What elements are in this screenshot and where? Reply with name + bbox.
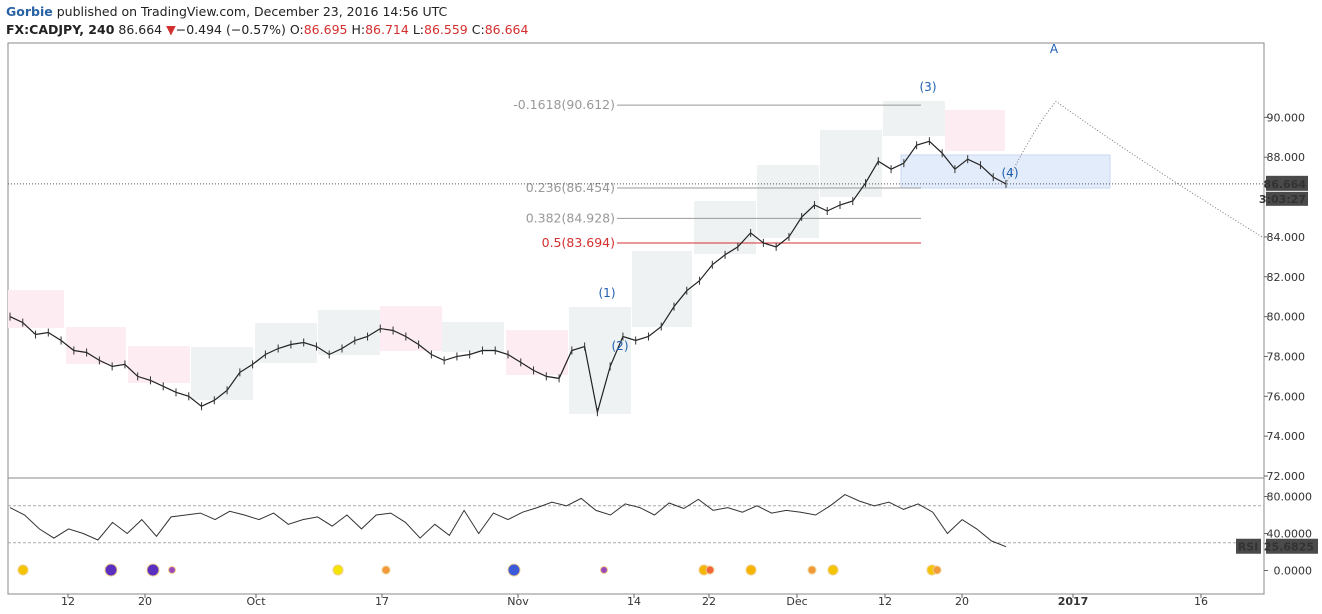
y-tick-label: 90.000 bbox=[1267, 111, 1306, 124]
high-label: H: bbox=[351, 22, 366, 37]
rsi-tick-label: 40.0000 bbox=[1267, 528, 1313, 541]
consolidation-box-7 bbox=[442, 322, 504, 352]
x-tick-label: 17 bbox=[375, 595, 389, 608]
publish-header: Gorbie published on TradingView.com, Dec… bbox=[6, 3, 447, 20]
close-label: C: bbox=[471, 22, 485, 37]
consolidation-box-5 bbox=[318, 310, 380, 355]
rsi-value-tag bbox=[1266, 538, 1318, 554]
down-arrow-icon: ▼ bbox=[166, 22, 176, 37]
low-value: 86.559 bbox=[424, 22, 468, 37]
last-price-tag bbox=[1266, 175, 1308, 191]
event-dot-7 bbox=[600, 566, 608, 574]
symbol-label: FX:CADJPY, 240 bbox=[6, 22, 115, 37]
rsi-tick-label: 80.0000 bbox=[1267, 491, 1313, 504]
consolidation-box-14 bbox=[883, 101, 945, 136]
event-dot-3 bbox=[168, 566, 176, 574]
event-dot-1 bbox=[104, 563, 118, 577]
rsi-line bbox=[9, 494, 1007, 548]
published-text: published on TradingView.com, December 2… bbox=[56, 4, 448, 19]
x-tick-label: 16 bbox=[1194, 595, 1208, 608]
x-tick-label: 20 bbox=[955, 595, 969, 608]
x-tick-label: 22 bbox=[702, 595, 716, 608]
x-tick-label: 12 bbox=[61, 595, 75, 608]
event-dot-10 bbox=[745, 564, 757, 576]
consolidation-box-0 bbox=[8, 290, 64, 328]
consolidation-box-12 bbox=[757, 165, 819, 238]
ohlc-legend: FX:CADJPY, 240 86.664 ▼−0.494 (−0.57%) O… bbox=[6, 21, 528, 38]
event-dot-2 bbox=[146, 563, 160, 577]
last-price: 86.664 bbox=[118, 22, 163, 37]
y-tick-label: 88.000 bbox=[1267, 151, 1306, 164]
x-tick-label: 20 bbox=[138, 595, 152, 608]
open-label: O: bbox=[289, 22, 304, 37]
y-tick-label: 72.000 bbox=[1267, 470, 1306, 483]
y-tick-label: 80.000 bbox=[1267, 311, 1306, 324]
wave-label-2: (3) bbox=[920, 80, 937, 94]
fib-level-label-1: 0.236(86.454) bbox=[526, 180, 615, 195]
consolidation-box-13 bbox=[820, 130, 882, 197]
projection-path bbox=[1005, 100, 1263, 238]
event-dot-4 bbox=[332, 564, 344, 576]
rsi-name-tag-text: RSI bbox=[1238, 541, 1259, 554]
price-change: −0.494 (−0.57%) bbox=[175, 22, 286, 37]
author-name[interactable]: Gorbie bbox=[6, 4, 53, 19]
event-dot-0 bbox=[17, 564, 29, 576]
x-tick-label: 12 bbox=[878, 595, 892, 608]
rsi-value-tag-text: 25.6825 bbox=[1264, 541, 1314, 554]
countdown-tag-text: 3:03:27 bbox=[1259, 193, 1306, 206]
rsi-pane bbox=[7, 477, 1265, 595]
consolidation-box-6 bbox=[380, 306, 442, 351]
y-tick-label: 76.000 bbox=[1267, 390, 1306, 403]
consolidation-box-9 bbox=[569, 307, 631, 414]
x-tick-label: 2017 bbox=[1058, 595, 1089, 608]
last-price-tag-text: 86.664 bbox=[1264, 178, 1307, 191]
x-tick-label: Nov bbox=[507, 595, 529, 608]
fib-level-label-2: 0.382(84.928) bbox=[526, 210, 615, 225]
consolidation-box-15 bbox=[945, 110, 1005, 151]
consolidation-box-10 bbox=[632, 251, 692, 327]
wave-label-4: A bbox=[1050, 42, 1059, 56]
fib-level-label-0: -0.1618(90.612) bbox=[513, 97, 615, 112]
close-value: 86.664 bbox=[484, 22, 529, 37]
consolidation-box-11 bbox=[694, 201, 756, 254]
x-tick-label: 14 bbox=[627, 595, 641, 608]
event-dot-14 bbox=[932, 565, 942, 575]
fib-level-label-3: 0.5(83.694) bbox=[542, 235, 615, 250]
y-tick-label: 82.000 bbox=[1267, 271, 1306, 284]
low-label: L: bbox=[412, 22, 425, 37]
open-value: 86.695 bbox=[303, 22, 348, 37]
event-dot-5 bbox=[381, 565, 391, 575]
y-tick-label: 78.000 bbox=[1267, 350, 1306, 363]
x-tick-label: Oct bbox=[246, 595, 266, 608]
rsi-tick-label: 0.0000 bbox=[1274, 565, 1313, 578]
wave-label-3: (4) bbox=[1002, 166, 1019, 180]
y-tick-label: 74.000 bbox=[1267, 430, 1306, 443]
high-value: 86.714 bbox=[365, 22, 409, 37]
countdown-tag bbox=[1266, 191, 1308, 206]
rsi-name-tag bbox=[1236, 538, 1261, 554]
x-tick-label: Dec bbox=[786, 595, 807, 608]
wave-label-0: (1) bbox=[599, 286, 616, 300]
consolidation-box-8 bbox=[506, 330, 568, 375]
wave-label-1: (2) bbox=[612, 339, 629, 353]
event-dot-11 bbox=[807, 565, 817, 575]
consolidation-box-4 bbox=[255, 323, 317, 363]
event-dot-9 bbox=[705, 565, 715, 575]
event-dot-12 bbox=[827, 564, 839, 576]
event-dot-6 bbox=[507, 563, 521, 577]
y-tick-label: 84.000 bbox=[1267, 231, 1306, 244]
consolidation-box-3 bbox=[191, 347, 253, 400]
